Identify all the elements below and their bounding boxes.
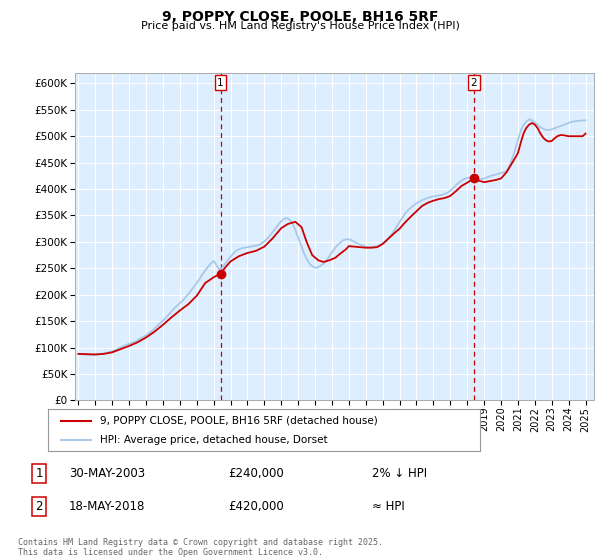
Text: HPI: Average price, detached house, Dorset: HPI: Average price, detached house, Dors… [100,435,328,445]
Text: 2% ↓ HPI: 2% ↓ HPI [372,466,427,480]
Text: £240,000: £240,000 [228,466,284,480]
Text: 18-MAY-2018: 18-MAY-2018 [69,500,145,514]
Text: 2: 2 [470,78,477,88]
Text: £420,000: £420,000 [228,500,284,514]
Text: 1: 1 [217,78,224,88]
Text: 9, POPPY CLOSE, POOLE, BH16 5RF: 9, POPPY CLOSE, POOLE, BH16 5RF [162,10,438,24]
Text: Price paid vs. HM Land Registry's House Price Index (HPI): Price paid vs. HM Land Registry's House … [140,21,460,31]
Text: 1: 1 [35,466,43,480]
Text: ≈ HPI: ≈ HPI [372,500,405,514]
Text: 9, POPPY CLOSE, POOLE, BH16 5RF (detached house): 9, POPPY CLOSE, POOLE, BH16 5RF (detache… [100,416,377,426]
Text: 30-MAY-2003: 30-MAY-2003 [69,466,145,480]
Text: Contains HM Land Registry data © Crown copyright and database right 2025.
This d: Contains HM Land Registry data © Crown c… [18,538,383,557]
Text: 2: 2 [35,500,43,514]
